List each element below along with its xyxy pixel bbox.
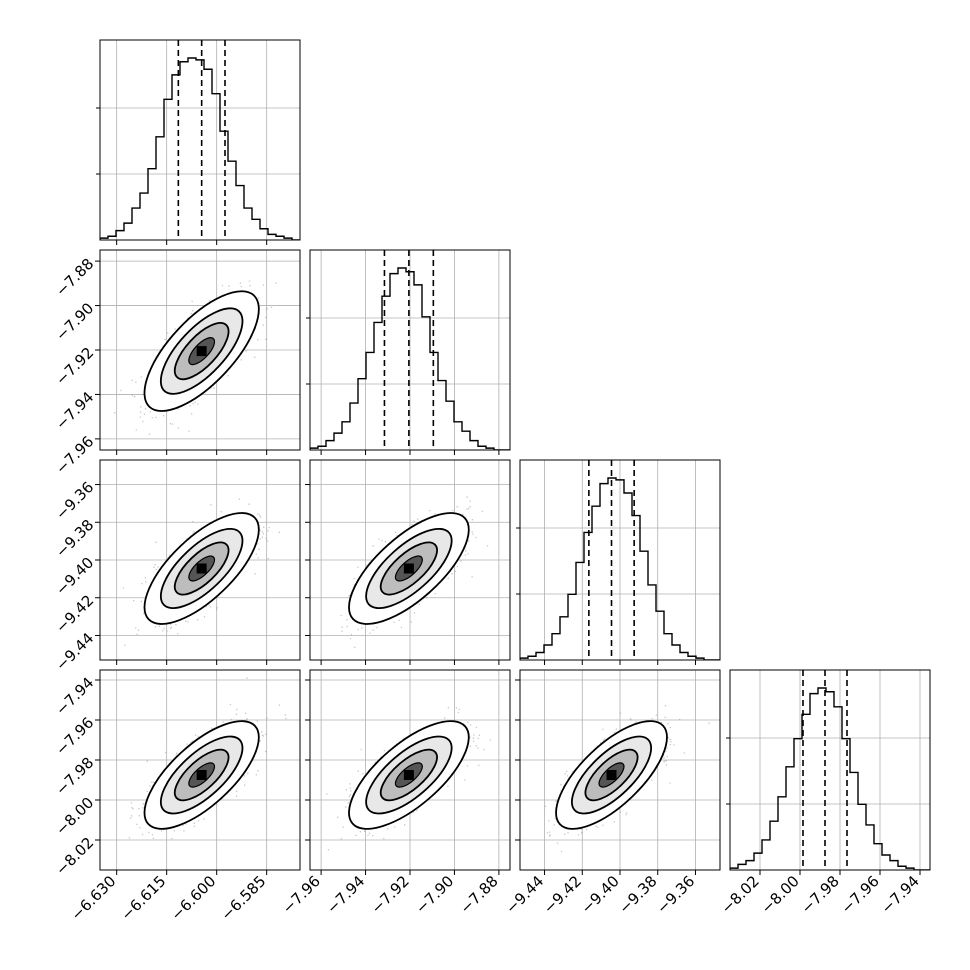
x-tick-label-0-0: −6.630 [68,872,120,924]
y-tick-label-1-4: −7.88 [52,255,97,300]
x-tick-label-2-4: −9.36 [653,872,698,917]
histogram-1 [310,267,510,450]
x-tick-label-0-2: −6.600 [168,872,220,924]
x-tick-label-2-1: −9.42 [540,872,585,917]
panel-1-0: −7.96−7.94−7.92−7.90−7.88 [52,249,301,478]
density-peak [403,770,414,780]
x-tick-label-3-1: −8.00 [758,872,803,917]
density-peak [606,770,617,780]
x-tick-label-1-2: −7.92 [368,872,413,917]
panel-3-3: −8.02−8.00−7.98−7.96−7.94 [718,669,931,917]
y-tick-label-3-2: −7.98 [52,754,97,799]
histogram-2 [520,477,720,660]
panel-content [310,460,510,660]
y-tick-label-3-4: −7.94 [52,674,97,719]
panel-3-2: −9.44−9.42−9.40−9.38−9.36 [502,669,721,917]
x-tick-label-2-3: −9.38 [615,872,660,917]
density-peak [403,563,414,574]
panel-content [310,670,510,870]
density-peak [196,346,207,357]
y-tick-label-1-1: −7.94 [52,388,97,433]
y-tick-label-2-1: −9.42 [52,591,97,636]
x-tick-label-2-2: −9.40 [578,872,623,917]
x-tick-label-1-1: −7.94 [323,872,368,917]
panel-2-1 [305,459,511,665]
y-tick-label-2-2: −9.40 [52,554,97,599]
density-peak [196,563,207,574]
x-tick-label-1-4: −7.88 [456,872,501,917]
panel-3-0: −6.630−6.615−6.600−6.585−8.02−8.00−7.98−… [52,669,301,924]
panel-content [100,460,300,660]
panel-content [100,250,300,450]
panel-2-0: −9.44−9.42−9.40−9.38−9.36 [52,459,301,674]
density-peak [196,770,207,780]
panel-content [100,670,300,870]
y-tick-label-3-0: −8.02 [52,834,97,879]
panel-frame [99,39,301,241]
y-tick-label-2-0: −9.44 [52,629,97,674]
x-tick-label-0-3: −6.585 [218,872,270,924]
panel-0-0 [96,39,301,245]
y-tick-label-2-4: −9.36 [52,478,97,523]
x-tick-label-3-0: −8.02 [718,872,763,917]
panel-content [520,670,720,870]
panel-3-1: −7.96 −7.94 −7.92 −7.90 −7.88 [279,669,511,917]
y-tick-label-3-1: −8.00 [52,794,97,839]
panel-frame [99,669,301,871]
x-tick-label-0-1: −6.615 [118,872,170,924]
y-tick-label-1-0: −7.96 [52,433,97,478]
histogram-0 [100,57,300,240]
panel-2-2 [516,459,721,665]
y-tick-label-1-3: −7.90 [52,299,97,344]
x-tick-label-3-3: −7.96 [838,872,883,917]
x-tick-label-1-3: −7.90 [412,872,457,917]
panel-frame [729,669,931,871]
panel-1-1 [306,249,511,455]
x-tick-label-3-2: −7.98 [798,872,843,917]
y-tick-label-1-2: −7.92 [52,344,97,389]
x-tick-label-1-0: −7.96 [279,872,324,917]
x-tick-label-2-0: −9.44 [502,872,547,917]
y-tick-label-2-3: −9.38 [52,516,97,561]
x-tick-label-3-4: −7.94 [878,872,923,917]
histogram-3 [730,687,930,870]
y-tick-label-3-3: −7.96 [52,714,97,759]
